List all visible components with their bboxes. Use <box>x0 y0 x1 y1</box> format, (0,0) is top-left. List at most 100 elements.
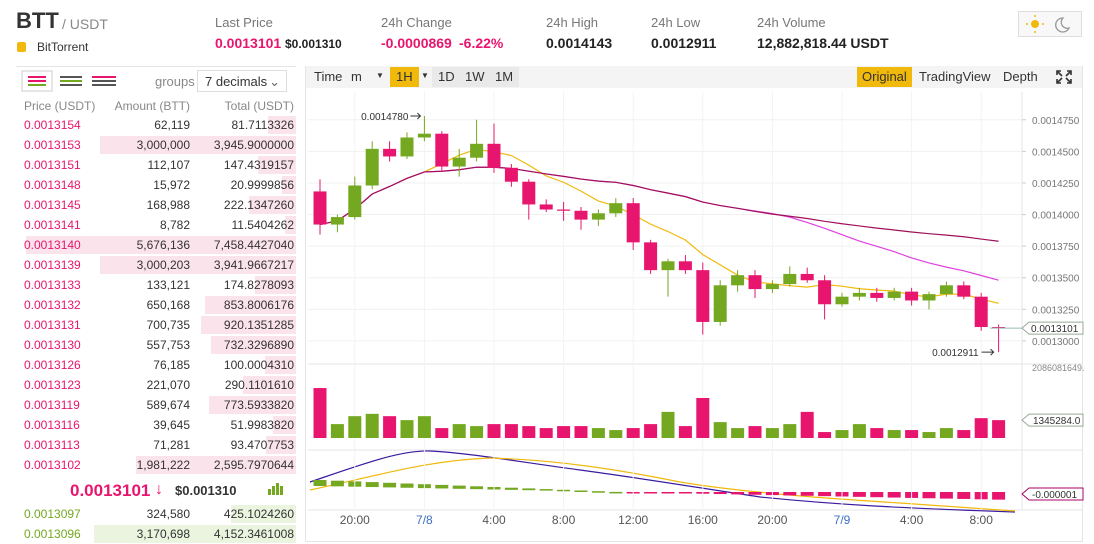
x-tick-label: 4:00 <box>900 513 924 527</box>
price-tag <box>1021 321 1084 335</box>
signal-icon <box>276 483 279 495</box>
interval-button[interactable]: 1W <box>459 67 491 87</box>
volume-bar <box>609 430 623 438</box>
macd-bar <box>852 492 866 497</box>
price: 0.0013113 <box>24 438 80 452</box>
view-button[interactable]: Depth <box>1003 69 1038 84</box>
view-button[interactable]: TradingView <box>919 69 991 84</box>
moving-average <box>319 166 999 242</box>
moving-average <box>319 148 999 304</box>
volume-bar <box>504 424 518 438</box>
volume-tick-label: 2086081649.0 <box>1032 363 1085 373</box>
price: 0.0013139 <box>24 258 81 272</box>
fullscreen-button[interactable] <box>1054 68 1074 86</box>
fullscreen-icon <box>1056 70 1072 84</box>
current-price-label: 0.0013101 <box>1031 324 1079 335</box>
volume-bar <box>661 411 675 438</box>
macd-bar <box>539 489 553 491</box>
dropdown-caret: ▼ <box>421 71 429 80</box>
candle-body <box>609 203 623 214</box>
volume-bar <box>748 426 762 438</box>
macd-bar <box>992 492 1006 500</box>
volume-tag <box>1021 413 1084 427</box>
quote: / USDT <box>62 16 108 32</box>
total: 81.7113326 <box>231 118 294 132</box>
depth-bar <box>136 456 296 474</box>
total: 100.0004310 <box>223 358 294 372</box>
interval-button[interactable]: 1H <box>390 67 419 87</box>
last-usd: $0.001310 <box>175 483 237 498</box>
candle-body <box>992 327 1006 329</box>
candle-body <box>678 261 692 271</box>
candle-body <box>818 280 832 305</box>
decimals-select[interactable]: 7 decimals ⌄ <box>197 70 287 92</box>
price: 0.0013145 <box>24 198 81 212</box>
view-button[interactable]: Original <box>857 67 912 87</box>
chart: 0.0014750 0.0014500 0.0014250 0.0014000 0.00… <box>308 92 1085 527</box>
stat-sub: $0.001310 <box>285 37 342 51</box>
amount: 557,753 <box>146 338 190 352</box>
price: 0.0013140 <box>24 238 81 252</box>
price: 0.0013126 <box>24 358 81 372</box>
candle-body <box>557 209 571 211</box>
price: 0.0013132 <box>24 298 81 312</box>
candle-body <box>661 261 675 271</box>
amount: 3,170,698 <box>136 527 190 541</box>
volume-bar <box>800 411 814 438</box>
macd-label: -0.000001 <box>1032 490 1077 501</box>
candle-body <box>574 210 588 220</box>
candle-body <box>696 270 710 322</box>
macd-bar <box>957 492 971 499</box>
macd-bar <box>365 482 379 488</box>
volume-bar <box>574 426 588 438</box>
orderbook-panel <box>16 66 296 543</box>
x-tick-label: 7/9 <box>834 513 851 527</box>
high-arrow <box>410 112 422 120</box>
candle-body <box>835 296 849 305</box>
candle-body <box>731 275 745 286</box>
total: 4,152.3461008 <box>213 527 294 541</box>
total: 93.4707753 <box>230 438 294 452</box>
amount: 324,580 <box>146 507 190 521</box>
depth-bar <box>99 256 296 274</box>
macd-bar <box>574 490 588 492</box>
candle-body <box>765 284 779 290</box>
depth-bar <box>267 116 296 134</box>
macd-bar <box>400 483 414 488</box>
depth-bar <box>249 196 296 214</box>
candle-body <box>870 292 884 298</box>
candle-body <box>905 291 919 301</box>
book-view-icons[interactable] <box>20 69 118 93</box>
amount: 15,972 <box>153 178 190 192</box>
price: 0.0013102 <box>24 458 81 472</box>
macd-bar <box>452 485 466 489</box>
stat-value: 0.0012911 <box>651 35 717 51</box>
depth-bar <box>254 276 296 294</box>
candle-body <box>348 185 362 218</box>
macd-line <box>309 450 1016 513</box>
theme-toggle[interactable] <box>1018 11 1082 37</box>
amount: 112,107 <box>147 158 191 172</box>
y-tick-label: 0.0014250 <box>1032 179 1080 190</box>
interval-button[interactable]: m <box>351 69 362 84</box>
price: 0.0013096 <box>24 527 81 541</box>
depth-bar <box>258 156 296 174</box>
volume-bar <box>644 424 658 438</box>
interval-button[interactable]: 1D <box>432 67 461 87</box>
volume-bar <box>835 430 849 438</box>
amount: 3,000,203 <box>136 258 190 272</box>
signal-icon <box>280 486 283 495</box>
candle-body <box>748 275 762 290</box>
total: 51.9983820 <box>230 418 294 432</box>
candle-body <box>417 133 431 138</box>
coin-name: BitTorrent <box>37 40 89 54</box>
stat-label: 24h Change <box>381 15 452 30</box>
candle-body <box>504 167 518 182</box>
macd-bar <box>748 492 762 495</box>
interval-button[interactable]: 1M <box>489 67 520 87</box>
volume-bar <box>939 428 953 438</box>
price: 0.0013131 <box>24 318 81 332</box>
macd-histogram <box>313 480 1006 500</box>
candle-body <box>400 137 414 157</box>
